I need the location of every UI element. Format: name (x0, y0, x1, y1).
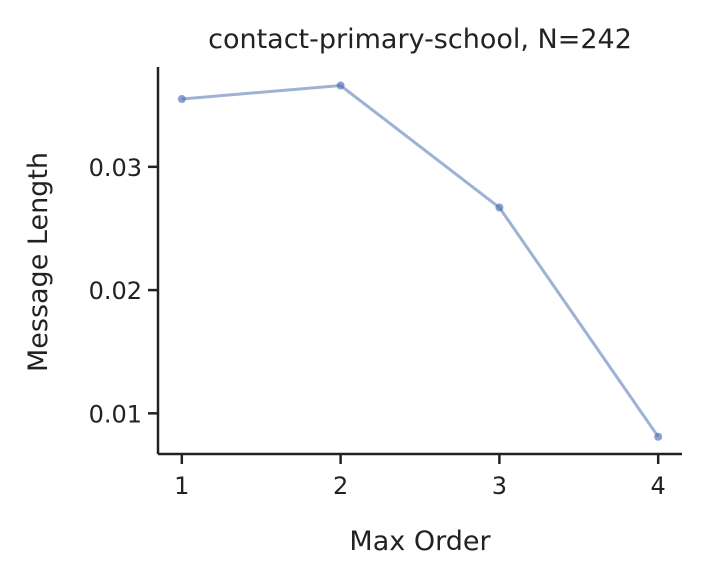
x-tick-label: 4 (651, 472, 666, 500)
series-line (181, 83, 660, 438)
x-axis-ticks: 1 2 3 4 (174, 454, 666, 500)
y-tick-label: 0.01 (89, 400, 142, 428)
y-axis-ticks: 0.01 0.02 0.03 (89, 154, 158, 428)
data-series (177, 81, 663, 441)
y-tick-label: 0.03 (89, 154, 142, 182)
y-axis-label: Message Length (23, 152, 54, 372)
data-point (654, 432, 663, 441)
x-axis-label: Max Order (349, 526, 491, 557)
x-tick-label: 1 (174, 472, 189, 500)
chart-title: contact-primary-school, N=242 (208, 24, 632, 55)
data-point (336, 81, 345, 90)
data-point (177, 95, 186, 104)
data-point (495, 203, 504, 212)
x-tick-label: 2 (333, 472, 348, 500)
y-tick-label: 0.02 (89, 277, 142, 305)
x-tick-label: 3 (492, 472, 507, 500)
